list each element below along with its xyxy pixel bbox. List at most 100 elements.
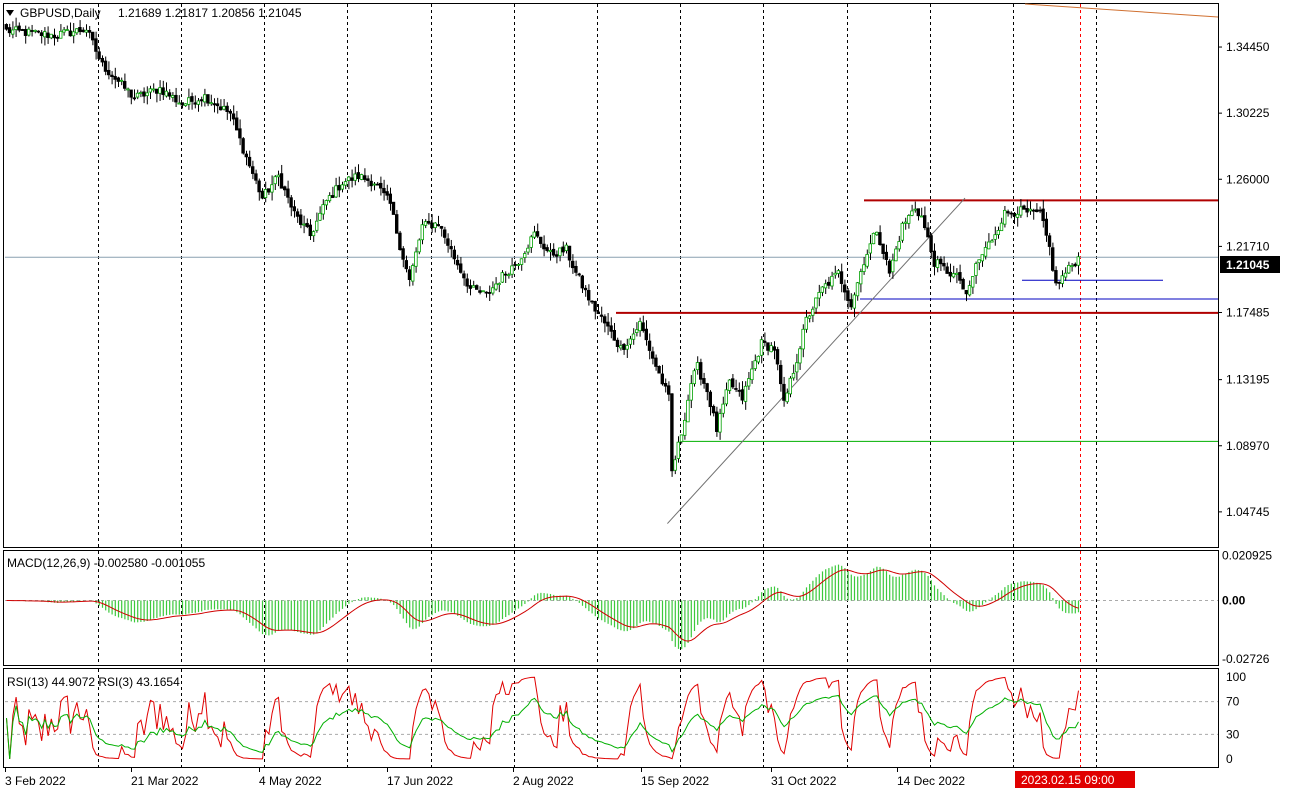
candle-body xyxy=(193,102,197,105)
candle-body xyxy=(39,32,44,36)
candle-body xyxy=(516,264,520,266)
candle-body xyxy=(449,246,453,250)
candle-body xyxy=(791,372,796,379)
candle-body xyxy=(692,370,696,385)
symbol-label: GBPUSD,Daily xyxy=(20,6,101,20)
candle-body xyxy=(609,325,613,332)
current-price-tag xyxy=(1220,256,1280,273)
horizontal-levels[interactable] xyxy=(5,3,1219,524)
candle-body xyxy=(999,222,1004,232)
trend-line xyxy=(667,197,966,524)
candle-body xyxy=(827,281,831,286)
candle-body xyxy=(151,88,156,91)
candle-body xyxy=(1076,256,1080,266)
candle-body xyxy=(135,92,140,98)
candle-body xyxy=(798,348,802,364)
candle-body xyxy=(250,166,255,174)
candle-body xyxy=(1038,209,1042,212)
candle-body xyxy=(164,90,168,97)
candle-body xyxy=(311,231,316,237)
price-tick-label: 1.08970 xyxy=(1226,439,1270,453)
candle-body xyxy=(766,342,770,351)
candle-body xyxy=(1028,208,1032,212)
candle-body xyxy=(1044,218,1048,236)
candle-body xyxy=(465,278,469,287)
candle-body xyxy=(46,32,50,38)
candle-body xyxy=(1057,281,1061,284)
candle-body xyxy=(641,322,645,332)
candle-body xyxy=(455,259,460,266)
rsi-pane[interactable] xyxy=(3,668,1219,768)
candle-body xyxy=(727,379,732,391)
candle-body xyxy=(506,274,511,277)
candle-body xyxy=(817,292,821,299)
candle-body xyxy=(298,214,303,225)
dropdown-triangle-icon[interactable] xyxy=(6,10,14,16)
candle-body xyxy=(388,193,392,204)
candle-body xyxy=(961,279,965,290)
time-tick-label: 21 Mar 2022 xyxy=(131,774,199,788)
rsi-label: RSI(13) 44.9072 RSI(3) 43.1654 xyxy=(7,675,180,689)
candle-body xyxy=(702,378,706,384)
candle-body xyxy=(884,251,888,260)
price-tick-label: 1.04745 xyxy=(1226,505,1270,519)
candle-body xyxy=(218,106,223,111)
candle-body xyxy=(503,273,508,276)
candle-body xyxy=(753,360,757,369)
candle-body xyxy=(446,238,450,246)
price-pane[interactable] xyxy=(3,3,1219,548)
candle-body xyxy=(497,283,501,286)
candle-body xyxy=(65,29,69,31)
candle-body xyxy=(1035,209,1039,213)
candle-body xyxy=(148,88,152,93)
candle-body xyxy=(49,33,53,39)
macd-signal-line xyxy=(6,569,1079,642)
candle-body xyxy=(535,231,540,237)
cursor-time-tag xyxy=(1015,771,1135,788)
candle-body xyxy=(305,222,309,227)
candle-body xyxy=(939,258,943,265)
candle-body xyxy=(603,316,607,324)
candle-body xyxy=(308,224,312,237)
candle-body xyxy=(129,89,133,98)
candle-body xyxy=(87,30,92,33)
candle-body xyxy=(606,321,610,327)
candle-body xyxy=(759,339,764,356)
candle-body xyxy=(113,76,117,80)
candle-body xyxy=(996,230,1000,236)
candle-body xyxy=(378,182,383,189)
candle-body xyxy=(145,92,149,97)
rsi-tick-label: 100 xyxy=(1226,670,1246,684)
price-axis: 1.34450 1.30225 1.26000 1.21710 1.17485 1.131… xyxy=(1218,40,1272,766)
candle-body xyxy=(266,188,271,193)
candle-body xyxy=(935,259,940,268)
candle-body xyxy=(107,69,111,76)
candle-body xyxy=(167,92,172,97)
candle-body xyxy=(372,183,376,186)
candle-body xyxy=(977,259,981,264)
candle-body xyxy=(577,273,581,276)
candle-body xyxy=(894,248,898,262)
candle-body xyxy=(119,79,124,82)
macd-indicator xyxy=(5,564,1218,650)
candle-body xyxy=(7,27,12,34)
candle-body xyxy=(414,251,418,267)
candle-body xyxy=(196,100,200,105)
candle-body xyxy=(913,208,917,211)
candle-body xyxy=(276,174,280,178)
candle-body xyxy=(423,221,428,226)
candle-body xyxy=(638,320,642,332)
candle-body xyxy=(539,236,543,244)
candle-body xyxy=(404,260,408,270)
candle-body xyxy=(206,94,210,104)
candle-body xyxy=(481,290,485,293)
candle-body xyxy=(161,87,165,95)
candle-body xyxy=(987,241,991,250)
rsi-slow-line xyxy=(6,694,1079,760)
candle-body xyxy=(548,249,552,253)
price-tick-label: 1.13195 xyxy=(1226,373,1270,387)
candle-body xyxy=(785,392,789,403)
candle-body xyxy=(1073,263,1077,267)
rsi-fast-line xyxy=(6,676,1079,760)
